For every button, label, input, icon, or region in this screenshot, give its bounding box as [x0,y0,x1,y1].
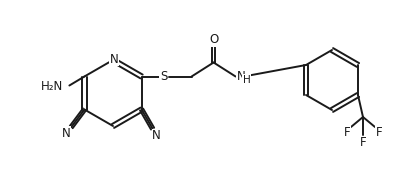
Text: F: F [376,126,382,138]
Text: N: N [152,129,161,142]
Text: H₂N: H₂N [41,80,63,93]
Text: H: H [243,74,250,84]
Text: O: O [209,33,218,46]
Text: F: F [344,126,350,138]
Text: N: N [62,127,71,140]
Text: N: N [110,52,118,66]
Text: S: S [160,70,167,83]
Text: F: F [360,137,366,149]
Text: N: N [236,70,246,83]
